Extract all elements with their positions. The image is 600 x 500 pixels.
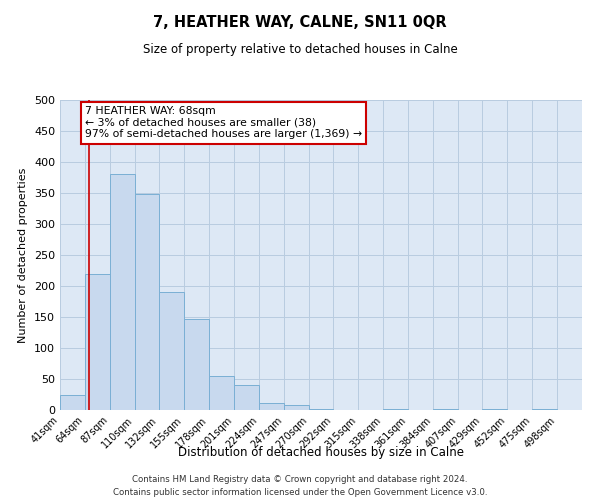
- Text: Contains HM Land Registry data © Crown copyright and database right 2024.: Contains HM Land Registry data © Crown c…: [132, 474, 468, 484]
- Bar: [433, 409, 458, 410]
- Bar: [135, 194, 159, 410]
- Y-axis label: Number of detached properties: Number of detached properties: [19, 168, 28, 342]
- Bar: [309, 409, 333, 410]
- Bar: [85, 274, 110, 410]
- Bar: [234, 385, 259, 410]
- Bar: [284, 405, 309, 410]
- Bar: [532, 409, 557, 410]
- Text: Distribution of detached houses by size in Calne: Distribution of detached houses by size …: [178, 446, 464, 459]
- Bar: [482, 409, 507, 410]
- Text: Contains public sector information licensed under the Open Government Licence v3: Contains public sector information licen…: [113, 488, 487, 497]
- Bar: [209, 376, 234, 410]
- Text: 7, HEATHER WAY, CALNE, SN11 0QR: 7, HEATHER WAY, CALNE, SN11 0QR: [153, 15, 447, 30]
- Bar: [110, 174, 135, 410]
- Text: Size of property relative to detached houses in Calne: Size of property relative to detached ho…: [143, 42, 457, 56]
- Bar: [383, 409, 408, 410]
- Bar: [60, 394, 85, 410]
- Text: 7 HEATHER WAY: 68sqm
← 3% of detached houses are smaller (38)
97% of semi-detach: 7 HEATHER WAY: 68sqm ← 3% of detached ho…: [85, 106, 362, 140]
- Bar: [184, 319, 209, 410]
- Bar: [259, 403, 284, 410]
- Bar: [159, 292, 184, 410]
